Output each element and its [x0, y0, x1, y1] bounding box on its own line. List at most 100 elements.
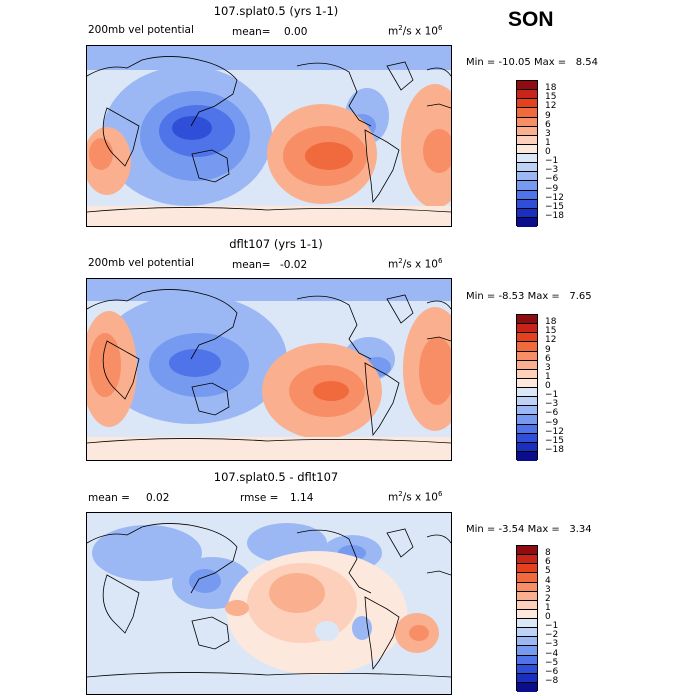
colorbar-tick-label: −12	[545, 426, 564, 437]
season-label: SON	[508, 8, 554, 31]
southern-band	[87, 675, 451, 694]
colorbar-swatch	[517, 442, 537, 452]
colorbar-swatch	[517, 342, 537, 352]
contour-pos	[423, 129, 451, 173]
colorbar-tick-label: 1	[545, 602, 551, 613]
panel-2-title: dflt107 (yrs 1-1)	[229, 237, 323, 251]
colorbar-swatch	[517, 154, 537, 164]
polar-band	[87, 279, 451, 301]
contour-neg	[172, 116, 212, 140]
coastlines	[87, 523, 451, 678]
colorbar-tick-label: −9	[545, 183, 559, 194]
colorbar-swatch	[517, 324, 537, 334]
colorbar-tick-label: 9	[545, 110, 551, 121]
colorbar-swatch	[517, 163, 537, 173]
colorbar-tick-label: −18	[545, 444, 564, 455]
colorbar-swatch	[517, 369, 537, 379]
colorbar-swatch	[517, 582, 537, 592]
colorbar-tick-label: 0	[545, 147, 551, 157]
colorbar-tick-label: −9	[545, 417, 559, 428]
panel-3-map-svg	[87, 513, 451, 694]
colorbar-swatch	[517, 573, 537, 583]
colorbar-swatch	[517, 424, 537, 434]
panel-2-mean-label: mean=	[232, 259, 271, 271]
panel-1-map-svg	[87, 46, 451, 226]
polar-band	[87, 46, 451, 70]
colorbar-tick-label: 18	[545, 317, 557, 328]
colorbar-swatch	[517, 315, 537, 325]
colorbar-swatch	[517, 682, 537, 692]
colorbar-swatch	[517, 181, 537, 191]
colorbar-tick-label: 15	[545, 326, 557, 337]
colorbar-swatch	[517, 397, 537, 407]
colorbar-tick-label: 0	[545, 612, 551, 622]
panel-1-field-label: 200mb vel potential	[88, 24, 194, 36]
colorbar-swatch	[517, 628, 537, 638]
colorbar-swatch	[517, 108, 537, 118]
southern-band	[87, 437, 451, 460]
colorbar-tick-label: −5	[545, 657, 559, 668]
colorbar-tick-label: 5	[545, 566, 551, 577]
contour-pos	[419, 337, 451, 405]
panel-3-rmse-value: 1.14	[290, 492, 314, 504]
colorbar-swatch	[517, 591, 537, 601]
colorbar-tick-label: −8	[545, 675, 559, 686]
colorbar-tick-label: 0	[545, 381, 551, 391]
colorbar-tick-label: 2	[545, 593, 551, 604]
colorbar-swatch	[517, 415, 537, 425]
colorbar-swatch	[517, 208, 537, 218]
colorbar-swatch	[517, 600, 537, 610]
colorbar-tick-label: 1	[545, 371, 551, 382]
colorbar-tick-label: 12	[545, 101, 557, 112]
colorbar-swatch	[517, 655, 537, 665]
colorbar-tick-label: 9	[545, 344, 551, 355]
panel-2-mean-value: -0.02	[280, 259, 308, 271]
contour-pos	[225, 600, 249, 616]
colorbar-tick-label: 15	[545, 92, 557, 103]
colorbar-swatch	[517, 619, 537, 629]
colorbar-swatch	[517, 190, 537, 200]
colorbar-tick-label: 3	[545, 362, 551, 373]
panel-3-mean-value: 0.02	[146, 492, 170, 504]
panel-3-rmse-label: rmse =	[240, 492, 279, 504]
colorbar-swatch	[517, 406, 537, 416]
colorbar-tick-label: 12	[545, 335, 557, 346]
colorbar-tick-label: −1	[545, 390, 559, 401]
colorbar-tick-label: 3	[545, 584, 551, 595]
contour-pos	[269, 573, 325, 613]
contour-neg	[315, 621, 339, 641]
colorbar-swatch	[517, 664, 537, 674]
colorbar-swatch	[517, 90, 537, 100]
colorbar-swatch	[517, 378, 537, 388]
panel-1-colorbar	[516, 80, 538, 227]
contour-pos	[305, 142, 353, 170]
colorbar-swatch	[517, 546, 537, 556]
colorbar-swatch	[517, 637, 537, 647]
colorbar-tick-label: −12	[545, 192, 564, 203]
colorbar-tick-label: −6	[545, 408, 559, 419]
colorbar-swatch	[517, 144, 537, 154]
colorbar-tick-label: −2	[545, 630, 559, 641]
colorbar-swatch	[517, 135, 537, 145]
colorbar-swatch	[517, 172, 537, 182]
panel-3-map	[86, 512, 452, 695]
panel-1-mean-value: 0.00	[284, 26, 308, 38]
colorbar-swatch	[517, 199, 537, 209]
colorbar-tick-label: −1	[545, 156, 559, 167]
colorbar-swatch	[517, 388, 537, 398]
panel-1-title: 107.splat0.5 (yrs 1-1)	[213, 4, 339, 18]
colorbar-tick-label: 6	[545, 557, 551, 568]
colorbar-tick-label: 8	[545, 548, 551, 559]
colorbar-tick-label: −6	[545, 174, 559, 185]
colorbar-tick-label: −18	[545, 210, 564, 221]
panel-3-title: 107.splat0.5 - dflt107	[213, 470, 339, 484]
panel-3-mean-label: mean =	[88, 492, 130, 504]
panel-2-field-label: 200mb vel potential	[88, 257, 194, 269]
southern-band	[87, 206, 451, 226]
colorbar-tick-label: −15	[545, 201, 564, 212]
colorbar-tick-label: −3	[545, 165, 559, 176]
contour-neg	[169, 349, 221, 377]
contour-pos	[313, 381, 349, 401]
colorbar-swatch	[517, 81, 537, 91]
colorbar-tick-label: −3	[545, 639, 559, 650]
